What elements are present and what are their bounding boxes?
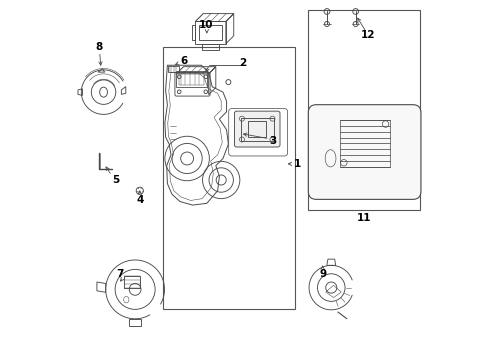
Text: 6: 6 [180,55,187,66]
Text: 11: 11 [356,213,370,223]
Bar [202,44,219,50]
Bar [163,47,294,309]
FancyBboxPatch shape [234,111,280,147]
Text: 5: 5 [112,175,119,185]
Bar [308,10,419,211]
Bar [167,66,178,72]
Text: 9: 9 [319,269,325,279]
Text: 10: 10 [199,20,213,30]
Text: 1: 1 [293,159,301,169]
Bar [199,25,222,40]
Bar [123,275,140,288]
Text: 8: 8 [96,42,102,52]
Text: 4: 4 [136,195,143,206]
Text: 12: 12 [360,31,375,40]
Bar [179,73,204,85]
Text: 3: 3 [268,136,276,145]
Text: 2: 2 [239,58,246,68]
Bar [241,118,273,140]
Bar [176,71,206,87]
Bar [191,25,195,40]
Text: 7: 7 [116,269,123,279]
FancyBboxPatch shape [308,105,420,199]
Bar [247,121,266,137]
Bar [339,120,389,167]
